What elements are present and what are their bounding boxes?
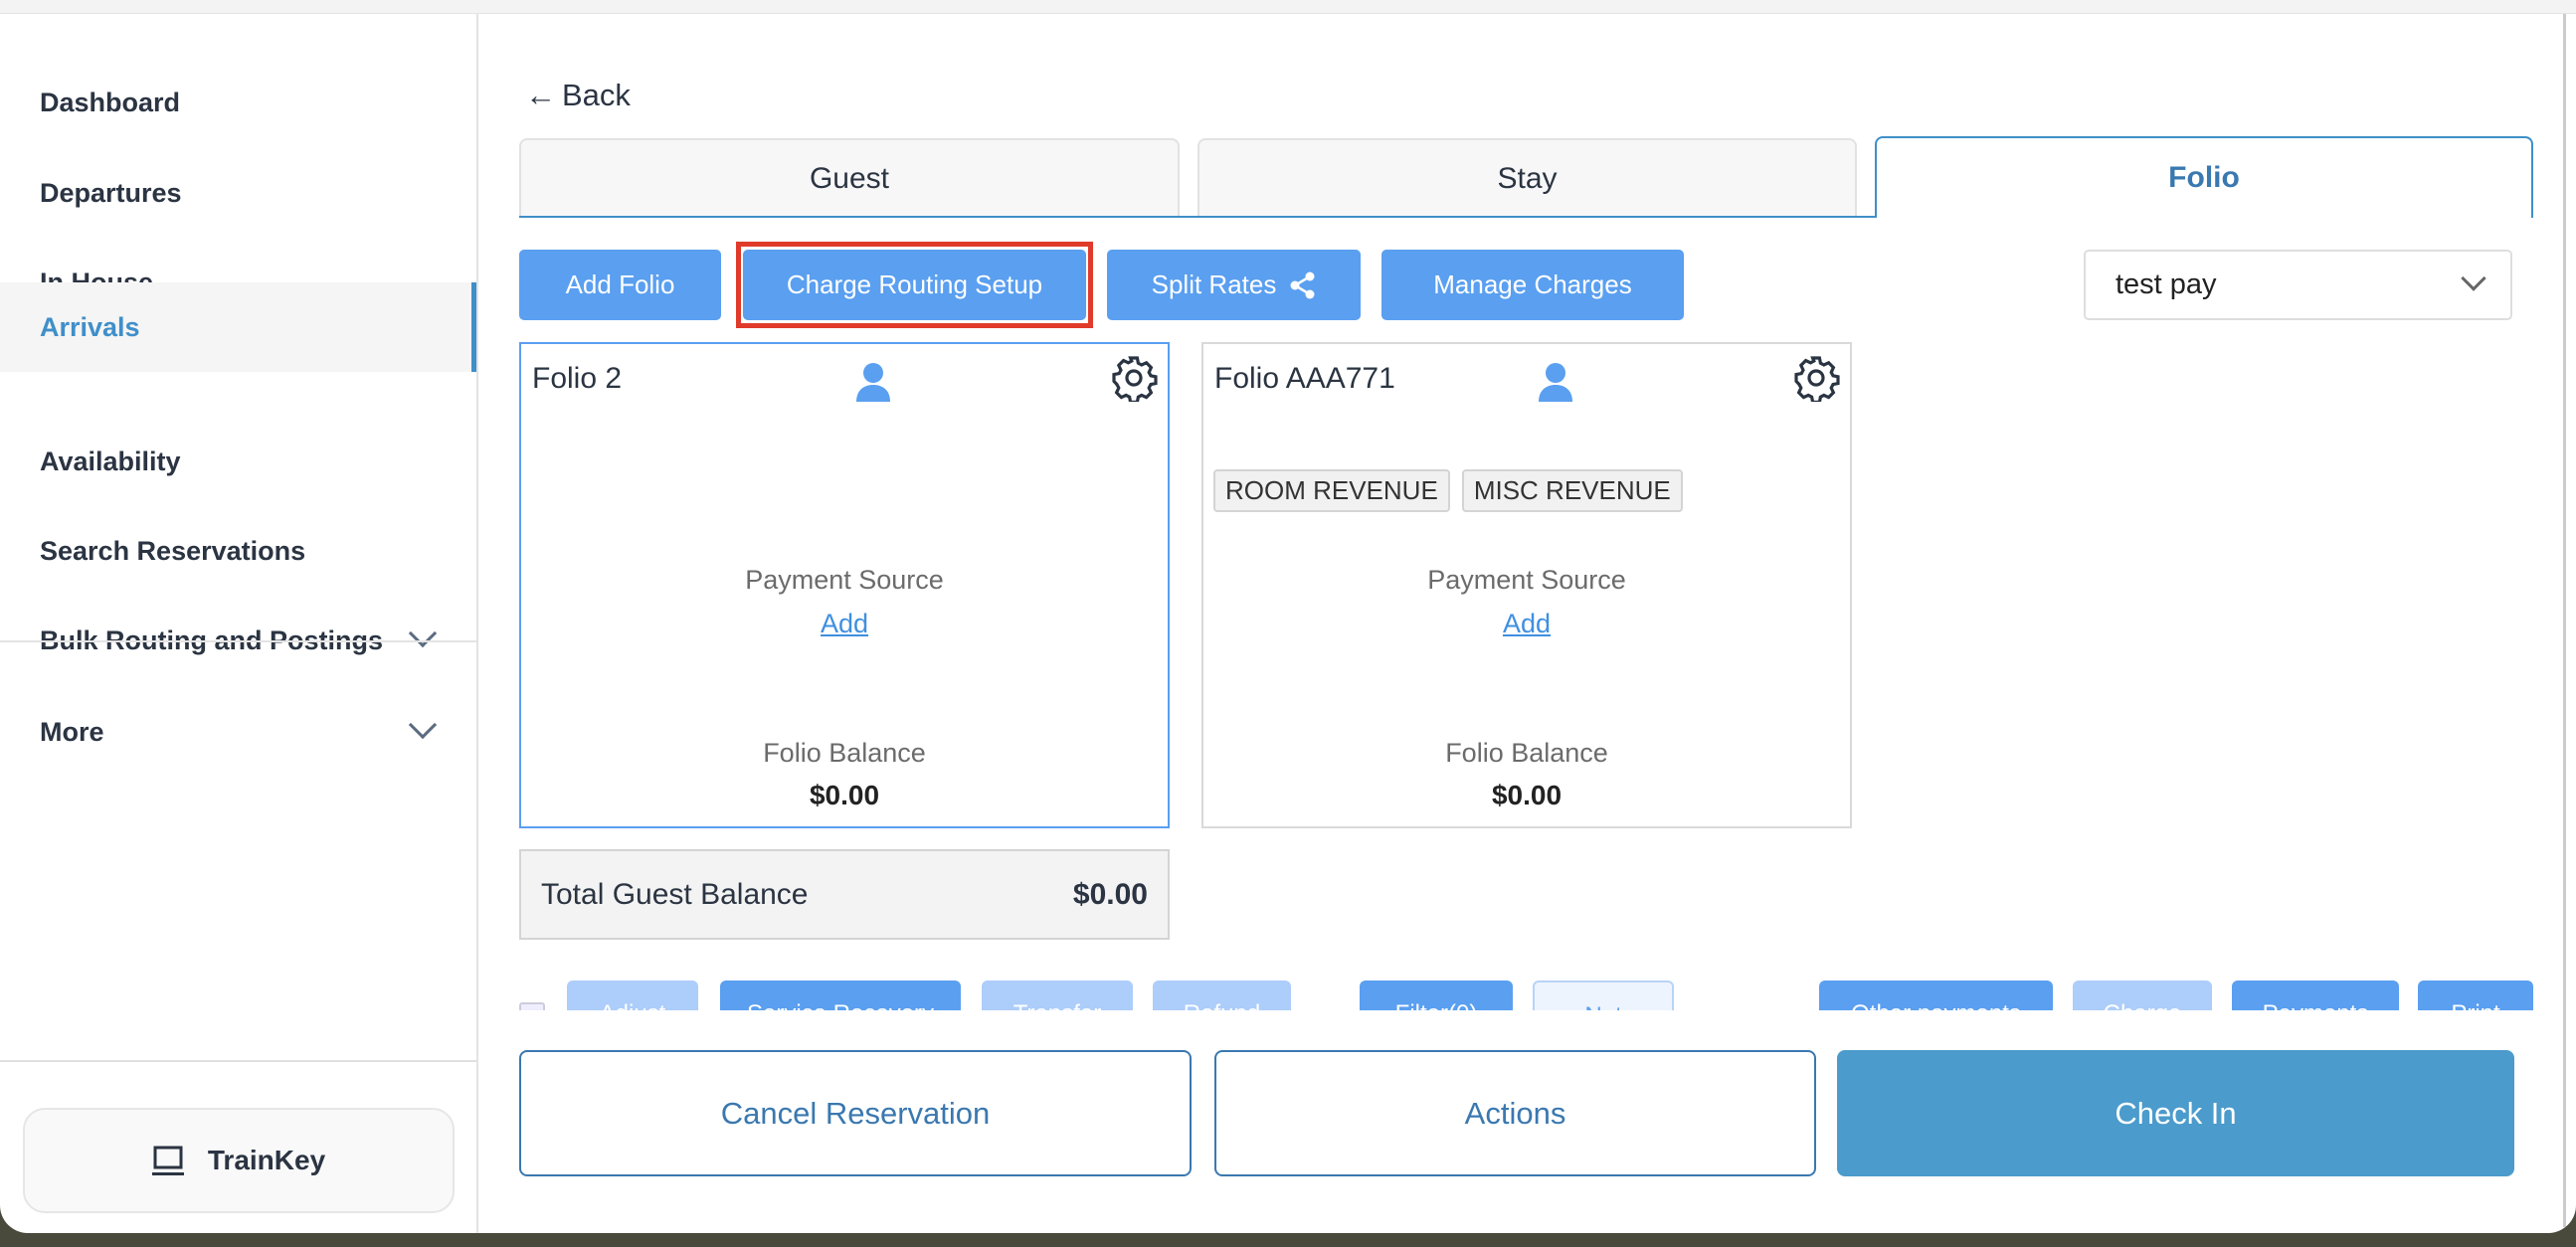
add-payment-link[interactable]: Add: [1502, 609, 1552, 638]
tag-room-revenue: ROOM REVENUE: [1213, 469, 1450, 512]
user-icon: [856, 363, 890, 402]
sidebar-item-availability[interactable]: Availability: [40, 445, 181, 476]
other-payments-button[interactable]: Other payments: [1819, 980, 2053, 1010]
total-label: Total Guest Balance: [541, 877, 809, 911]
service-recovery-button[interactable]: Service Recovery: [720, 980, 961, 1010]
transfer-button[interactable]: Transfer: [982, 980, 1133, 1010]
add-payment-link[interactable]: Add: [820, 609, 869, 638]
tab-guest[interactable]: Guest: [519, 138, 1180, 218]
adjust-button[interactable]: Adjust: [567, 980, 698, 1010]
total-value: $0.00: [1072, 877, 1148, 911]
sidebar-item-label: Bulk Routing and Postings: [40, 624, 383, 655]
filter-button[interactable]: Filter(0): [1360, 980, 1513, 1010]
back-link[interactable]: ← Back: [525, 78, 631, 113]
check-in-button[interactable]: Check In: [1837, 1050, 2514, 1176]
total-guest-balance: Total Guest Balance $0.00: [519, 849, 1170, 940]
select-all-checkbox[interactable]: [519, 1002, 545, 1010]
tab-folio[interactable]: Folio: [1875, 136, 2533, 218]
gear-icon[interactable]: [1792, 354, 1840, 402]
sidebar-item-bulk-routing[interactable]: Bulk Routing and Postings: [0, 596, 476, 685]
folio-balance-value: $0.00: [1491, 780, 1563, 810]
share-icon: [1290, 271, 1315, 298]
trainkey-label: TrainKey: [207, 1145, 326, 1175]
sidebar-item-more[interactable]: More: [0, 687, 476, 777]
divider: [0, 640, 476, 642]
chevron-down-icon: [408, 619, 438, 648]
payment-select[interactable]: test pay: [2084, 250, 2512, 320]
sidebar-item-departures[interactable]: Departures: [40, 177, 182, 208]
tab-underline: [519, 216, 1875, 218]
folio-title: Folio 2: [532, 362, 623, 395]
manage-charges-button[interactable]: Manage Charges: [1381, 250, 1684, 320]
folio-card[interactable]: Folio AAA771 ROOM REVENUE MISC REVENUE P…: [1201, 342, 1852, 828]
select-value: test pay: [2116, 268, 2217, 300]
charge-button[interactable]: Charge: [2073, 980, 2212, 1010]
highlight-box: [736, 242, 1093, 328]
arrow-left-icon: ←: [525, 78, 556, 112]
chevron-down-icon: [2461, 266, 2486, 291]
split-rates-label: Split Rates: [1151, 269, 1277, 299]
payment-source-label: Payment Source: [745, 565, 944, 595]
laptop-icon: [151, 1146, 184, 1175]
main-content: ← Back Guest Stay Folio Add Folio Charge …: [478, 0, 2576, 1233]
back-label: Back: [562, 78, 631, 112]
user-icon: [1539, 363, 1572, 402]
actions-button[interactable]: Actions: [1214, 1050, 1816, 1176]
folio-balance-label: Folio Balance: [763, 738, 926, 768]
charge-routing-setup-button[interactable]: Charge Routing Setup: [743, 250, 1086, 320]
payment-source-label: Payment Source: [1427, 565, 1626, 595]
folio-title: Folio AAA771: [1214, 362, 1395, 395]
split-rates-button[interactable]: Split Rates: [1107, 250, 1361, 320]
sidebar-footer: TrainKey: [0, 1060, 476, 1233]
gear-icon[interactable]: [1110, 354, 1158, 402]
folio-balance-value: $0.00: [809, 780, 880, 810]
sidebar-item-label: More: [40, 716, 104, 747]
sidebar-item-arrivals[interactable]: Arrivals: [0, 282, 476, 372]
sidebar-item-search-reservations[interactable]: Search Reservations: [40, 535, 306, 566]
print-button[interactable]: Print: [2418, 980, 2533, 1010]
tag-misc-revenue: MISC REVENUE: [1461, 469, 1683, 512]
revenue-tags: ROOM REVENUE MISC REVENUE: [1213, 469, 1683, 512]
folio-action-row: Adjust Service Recovery Transfer Refund …: [478, 980, 2576, 1010]
folio-card[interactable]: Folio 2 Payment Source Add Folio Balance…: [519, 342, 1170, 828]
folio-balance-label: Folio Balance: [1445, 738, 1608, 768]
sidebar: Dashboard Departures In House Arrivals A…: [0, 14, 478, 1233]
sidebar-item-dashboard[interactable]: Dashboard: [40, 87, 181, 117]
top-bar: [0, 0, 2576, 14]
payments-button[interactable]: Payments: [2232, 980, 2399, 1010]
net-toggle[interactable]: Net: [1533, 980, 1674, 1010]
chevron-down-icon: [408, 710, 438, 740]
add-folio-button[interactable]: Add Folio: [519, 250, 721, 320]
scrollbar[interactable]: [2563, 14, 2566, 1227]
cancel-reservation-button[interactable]: Cancel Reservation: [519, 1050, 1192, 1176]
refund-button[interactable]: Refund: [1153, 980, 1291, 1010]
tab-stay[interactable]: Stay: [1197, 138, 1857, 218]
trainkey-button[interactable]: TrainKey: [23, 1108, 455, 1213]
